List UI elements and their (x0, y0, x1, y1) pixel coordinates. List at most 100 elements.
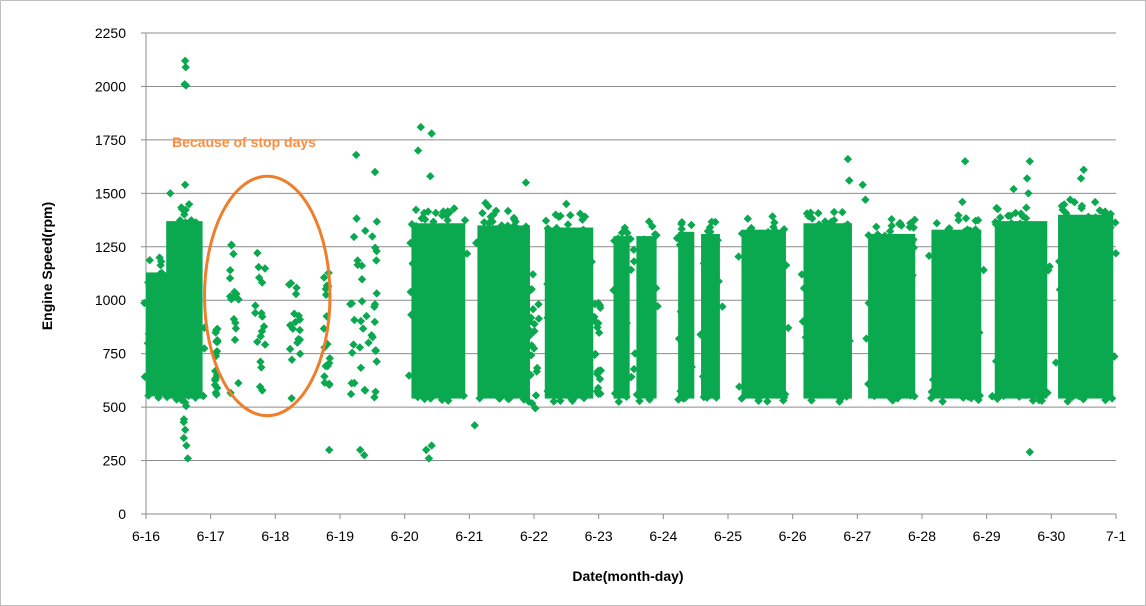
data-point (325, 445, 334, 455)
data-point (551, 210, 560, 219)
data-point (908, 271, 917, 280)
data-point (360, 451, 369, 460)
x-tick-label: 6-21 (455, 528, 483, 544)
data-point (954, 211, 963, 220)
data-point (1095, 206, 1104, 215)
data-point (1021, 390, 1030, 400)
data-point (285, 344, 295, 354)
data-point (370, 317, 379, 327)
data-point (177, 224, 187, 234)
data-point (563, 220, 573, 229)
data-point (231, 318, 240, 327)
x-tick-label: 6-25 (714, 528, 742, 544)
data-point (182, 354, 192, 364)
data-point (858, 180, 867, 189)
data-point (687, 362, 696, 372)
data-point (630, 349, 640, 358)
data-point (991, 357, 1001, 366)
data-point (828, 223, 837, 232)
data-point (413, 392, 422, 402)
data-point (1063, 397, 1072, 406)
data-point (450, 204, 459, 213)
data-point (368, 333, 377, 342)
data-band (636, 236, 657, 399)
data-point (259, 322, 269, 331)
data-point (672, 234, 682, 243)
data-point (420, 394, 429, 404)
data-point (527, 351, 536, 360)
data-point (325, 380, 334, 390)
data-point (675, 240, 685, 250)
data-point (229, 249, 238, 259)
data-point (162, 392, 172, 402)
data-point (164, 307, 174, 317)
data-point (711, 217, 720, 227)
data-point (596, 303, 605, 312)
data-point (927, 394, 936, 403)
data-point (838, 208, 847, 217)
data-point (370, 393, 379, 402)
data-point (587, 257, 596, 266)
data-point (781, 261, 791, 270)
data-point (613, 234, 623, 243)
data-point (347, 379, 356, 388)
data-point (953, 390, 962, 399)
data-point (979, 265, 988, 275)
data-point (590, 350, 599, 360)
data-point (609, 286, 618, 295)
data-point (1028, 396, 1038, 405)
data-point (423, 227, 433, 236)
data-point (527, 341, 536, 350)
data-point (1077, 204, 1086, 213)
data-point (166, 189, 175, 198)
data-point (357, 275, 367, 284)
data-point (699, 259, 708, 268)
data-point (1101, 395, 1110, 405)
data-point (256, 332, 265, 341)
data-point (614, 397, 623, 406)
y-tick-label: 250 (103, 453, 127, 469)
data-point (225, 274, 235, 283)
data-point (885, 227, 895, 236)
data-point (571, 392, 580, 401)
data-point (164, 302, 173, 311)
data-point (144, 329, 153, 339)
data-point (184, 391, 193, 400)
data-band (411, 223, 466, 399)
data-point (191, 393, 200, 402)
data-point (653, 302, 662, 311)
data-point (352, 214, 361, 223)
data-point (836, 395, 845, 404)
data-point (897, 221, 906, 230)
data-point (1024, 189, 1033, 198)
data-point (293, 338, 302, 347)
data-point (443, 216, 452, 225)
data-point (183, 454, 192, 463)
data-point (429, 217, 438, 226)
data-point (629, 257, 639, 266)
data-point (184, 287, 194, 296)
data-point (180, 304, 189, 313)
data-point (1060, 200, 1069, 209)
data-point (1111, 249, 1120, 258)
data-point (1066, 195, 1075, 204)
data-point (200, 344, 209, 353)
data-point (1051, 358, 1061, 367)
data-point (884, 389, 893, 399)
y-tick-label: 1750 (95, 132, 126, 148)
data-point (180, 180, 190, 189)
data-point (714, 277, 723, 286)
data-point (820, 217, 830, 226)
data-point (529, 344, 539, 353)
data-point (735, 382, 744, 391)
data-point (427, 441, 436, 450)
data-point (1025, 447, 1034, 457)
data-point (845, 336, 854, 346)
data-point (534, 314, 543, 323)
data-point (1055, 257, 1064, 266)
data-point (426, 172, 435, 181)
data-point (212, 370, 222, 380)
data-point (994, 218, 1003, 228)
data-point (629, 364, 639, 374)
data-point (407, 310, 416, 319)
